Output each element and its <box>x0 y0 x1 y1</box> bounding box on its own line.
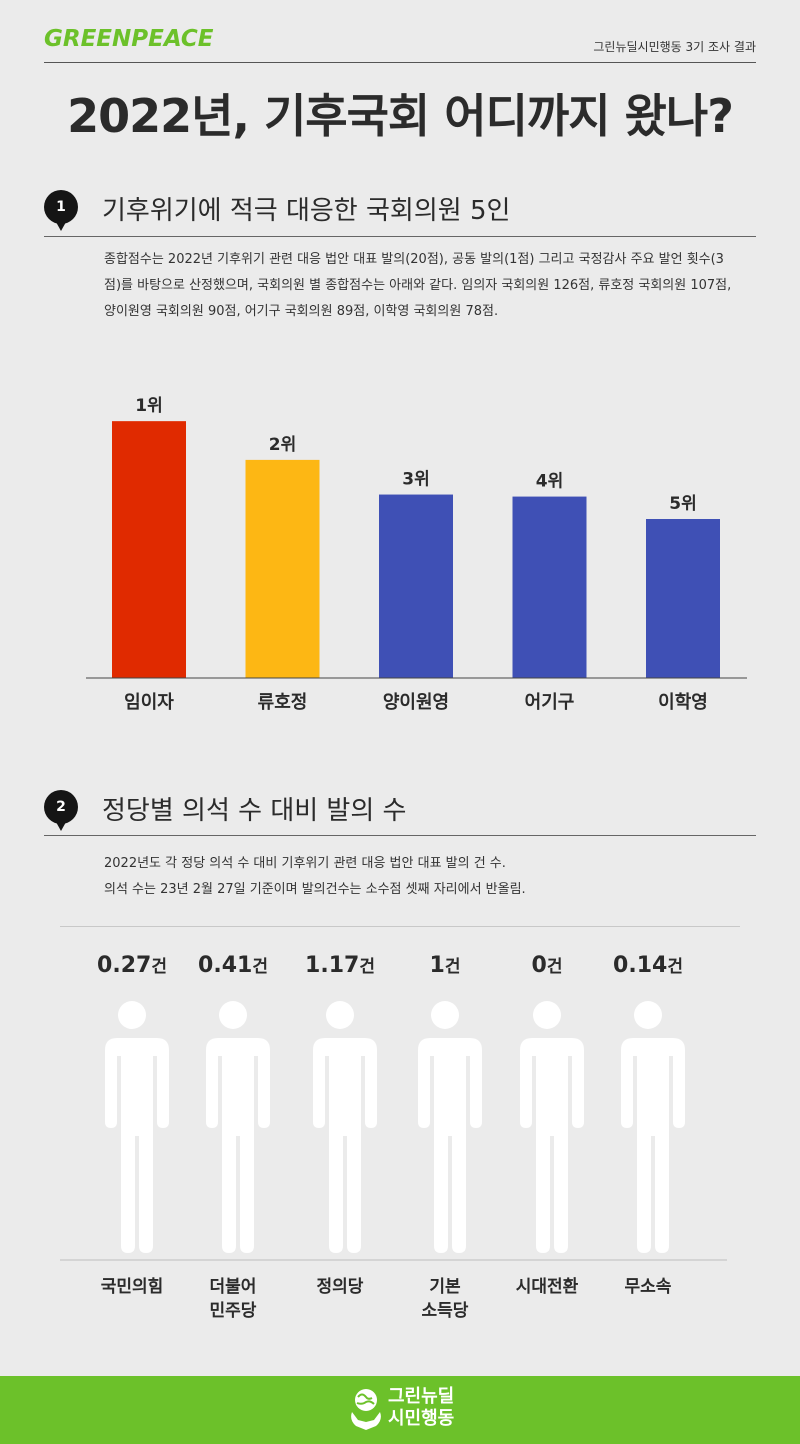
party-name-label: 민주당 <box>210 1301 257 1321</box>
bar-category-label: 양이원영 <box>383 692 449 713</box>
section1-title: 기후위기에 적극 대응한 국회의원 5인 <box>102 196 511 226</box>
person-figure-icon <box>418 1001 482 1253</box>
bar-rank-label: 2위 <box>269 435 296 455</box>
header-tagline: 그린뉴딜시민행동 3기 조사 결과 <box>593 40 756 54</box>
person-figure-icon <box>621 1001 685 1253</box>
party-value-label: 1건 <box>430 953 461 978</box>
bar-category-label: 어기구 <box>525 692 575 713</box>
section2-divider <box>44 835 756 836</box>
party-name-label: 무소속 <box>625 1277 672 1297</box>
section2-title: 정당별 의석 수 대비 발의 수 <box>102 796 407 826</box>
bar-rank-label: 1위 <box>135 396 162 416</box>
bar-5 <box>646 519 720 678</box>
party-value-label: 0.14건 <box>613 953 683 978</box>
bar-4 <box>512 496 587 678</box>
bar-rank-label: 5위 <box>669 494 696 514</box>
section2-description-line1: 2022년도 각 정당 의석 수 대비 기후위기 관련 대응 법안 대표 발의 … <box>104 856 506 871</box>
footer-title: 그린뉴딜 시민행동 <box>388 1386 454 1430</box>
party-value-label: 1.17건 <box>305 953 375 978</box>
party-name-label: 정의당 <box>317 1277 364 1297</box>
section2-description-line2: 의석 수는 23년 2월 27일 기준이며 발의건수는 소수점 셋째 자리에서 … <box>104 882 526 897</box>
section1-divider <box>44 236 756 237</box>
section2-description: 2022년도 각 정당 의석 수 대비 기후위기 관련 대응 법안 대표 발의 … <box>104 851 744 903</box>
party-name-label: 시대전환 <box>516 1277 579 1297</box>
footer-line2: 시민행동 <box>388 1408 455 1429</box>
bar-3 <box>379 494 453 678</box>
party-value-label: 0.41건 <box>198 953 268 978</box>
bar-rank-label: 3위 <box>402 470 429 490</box>
person-figure-icon <box>206 1001 270 1253</box>
globe-hands-icon <box>351 1389 381 1430</box>
bar-category-label: 임이자 <box>124 692 174 713</box>
footer-line1: 그린뉴딜 <box>388 1386 455 1407</box>
person-figure-icon <box>105 1001 169 1253</box>
party-value-label: 0건 <box>532 953 563 978</box>
section2-number-badge: 2 <box>44 790 78 831</box>
bar-2 <box>245 459 320 678</box>
party-name-label: 기본 <box>429 1277 461 1297</box>
bar-rank-label: 4위 <box>536 472 563 492</box>
people-top-divider <box>60 926 740 927</box>
section1-number-badge: 1 <box>44 190 78 231</box>
party-value-label: 0.27건 <box>97 953 167 978</box>
greenpeace-logo: GREENPEACE <box>44 26 214 52</box>
person-figure-icon <box>520 1001 584 1253</box>
bar-category-label: 류호정 <box>258 692 308 713</box>
header-divider <box>44 62 756 63</box>
party-name-label: 소득당 <box>422 1301 469 1321</box>
bar-category-label: 이학영 <box>658 691 708 713</box>
page-title: 2022년, 기후국회 어디까지 왔나? <box>67 89 734 143</box>
party-name-label: 더불어 <box>210 1277 257 1297</box>
person-figure-icon <box>313 1001 377 1253</box>
footer-bar: 그린뉴딜 시민행동 <box>0 1376 800 1444</box>
party-name-label: 국민의힘 <box>101 1276 164 1297</box>
bar-1 <box>112 421 186 678</box>
section1-description: 종합점수는 2022년 기후위기 관련 대응 법안 대표 발의(20점), 공동… <box>104 252 732 319</box>
